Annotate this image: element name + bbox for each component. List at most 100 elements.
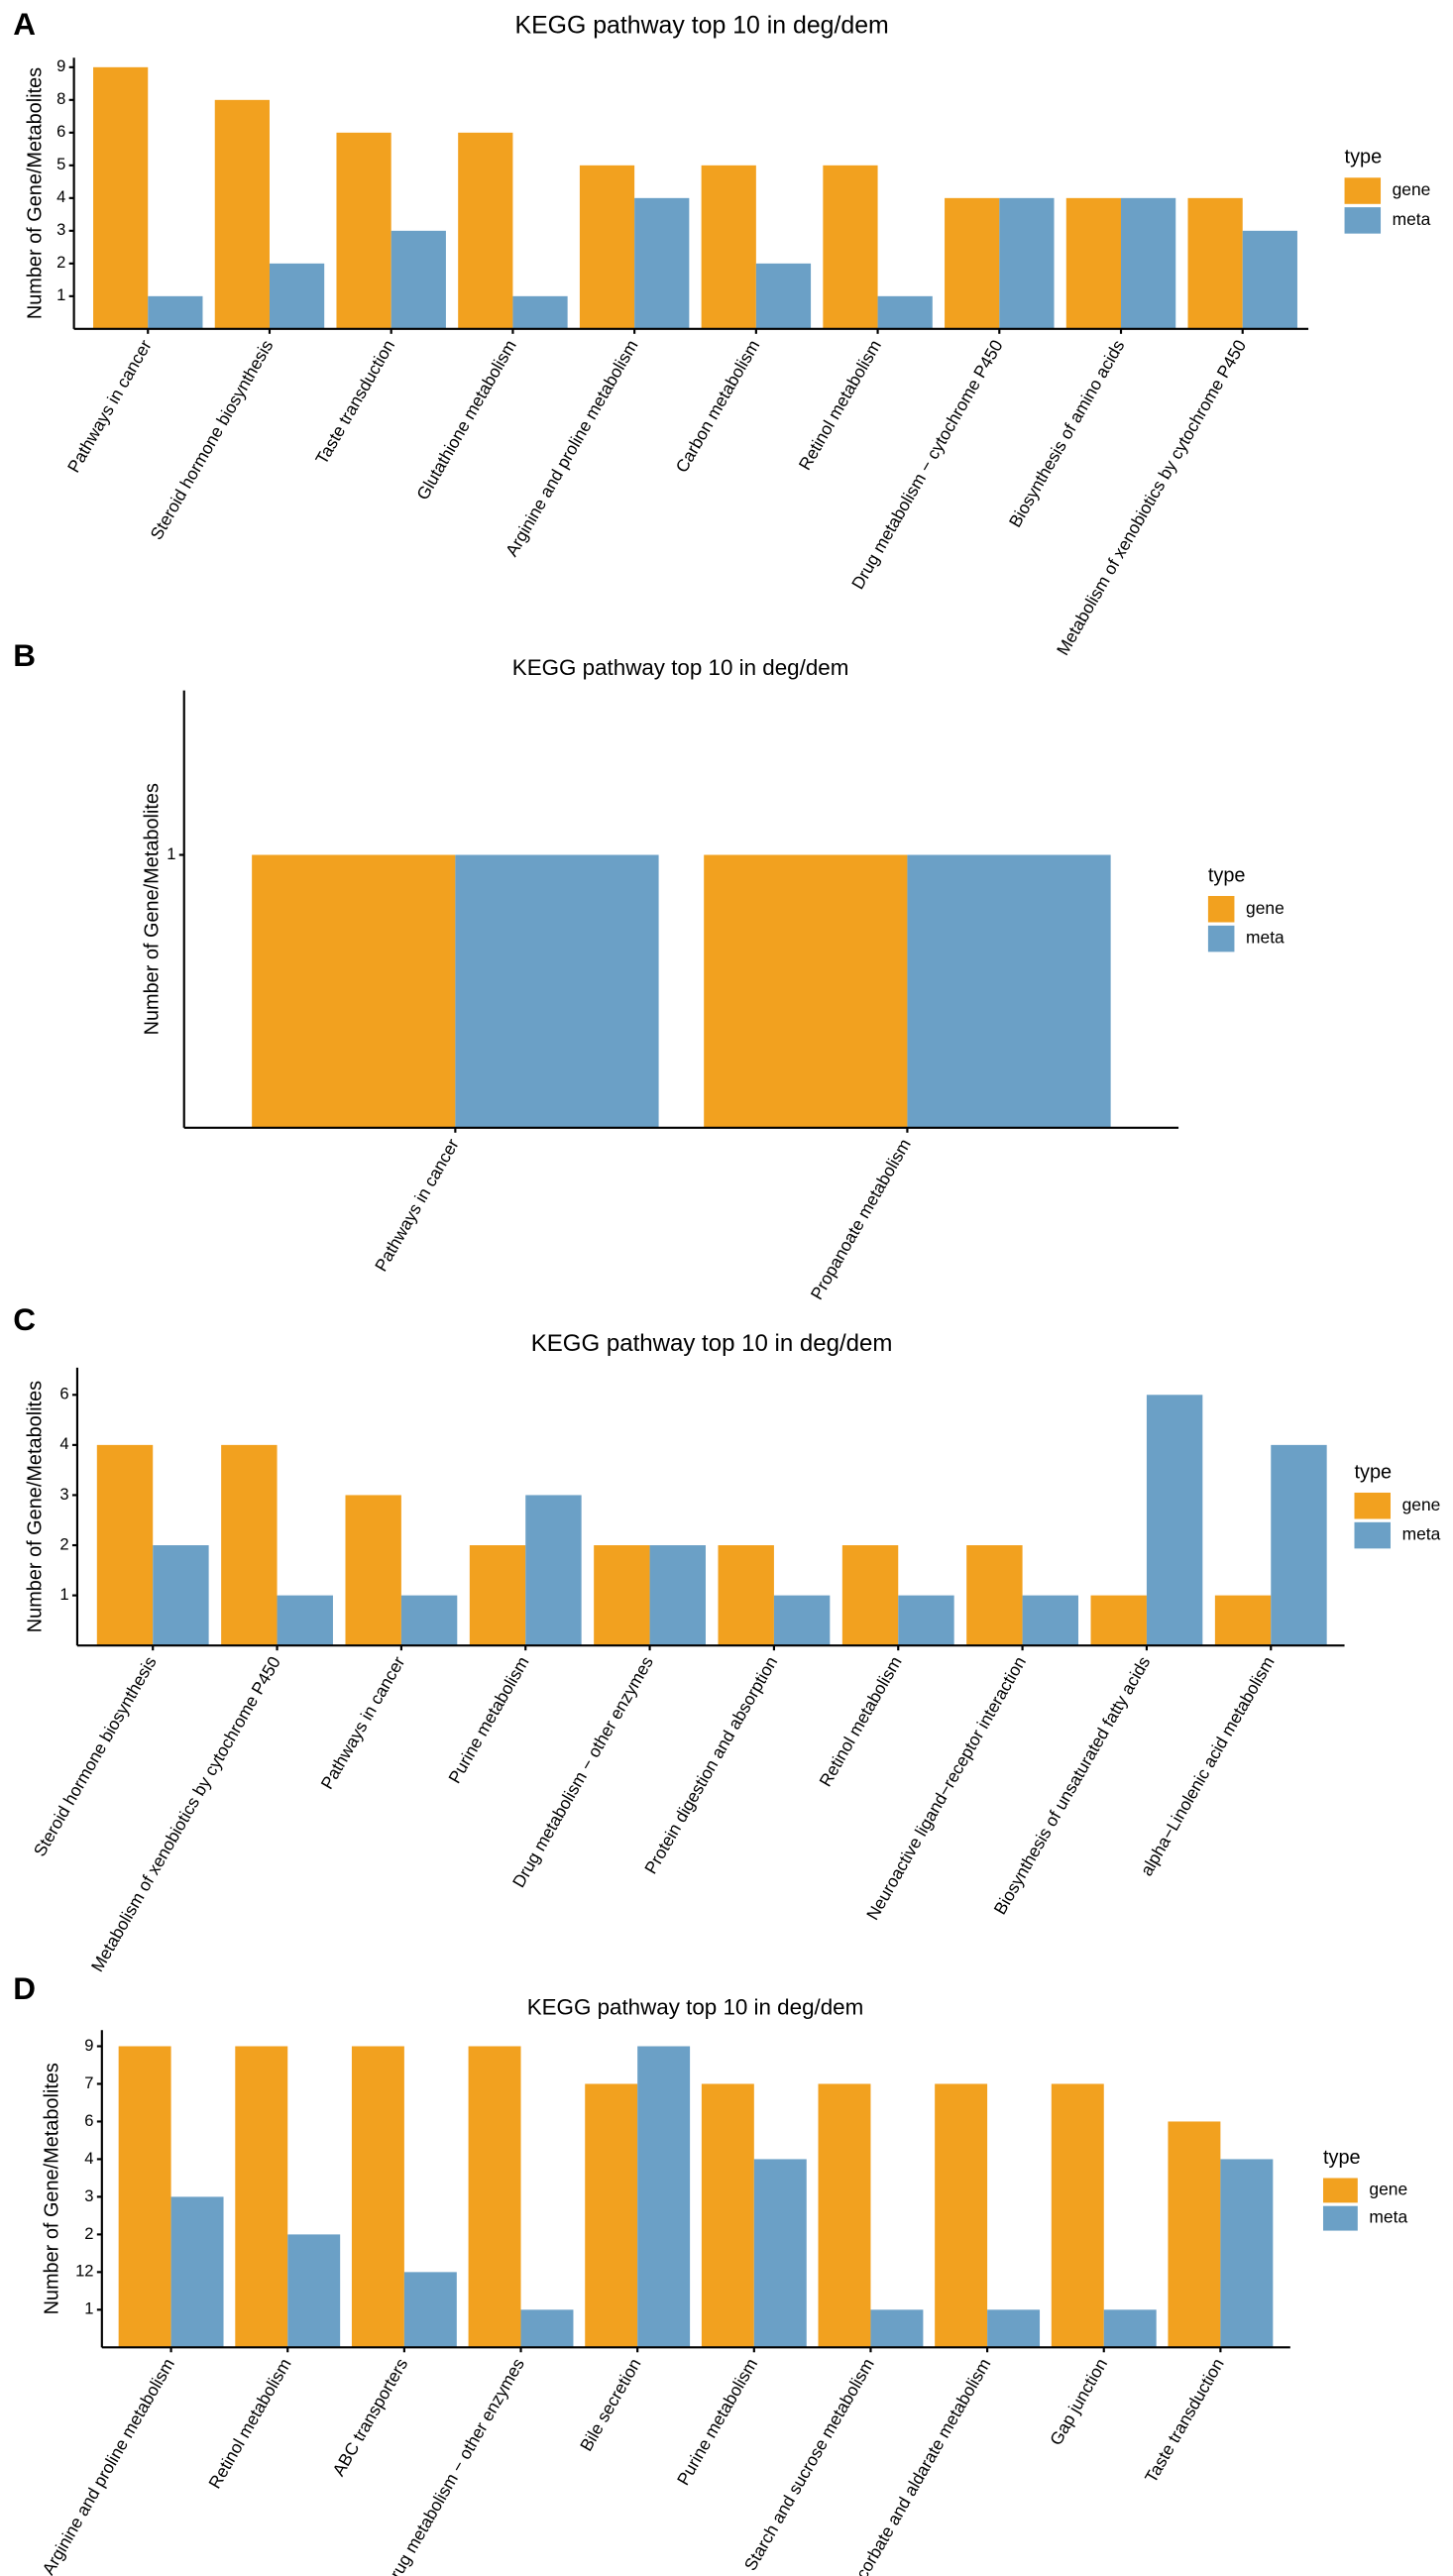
x-tick-label: Pathways in cancer — [317, 1653, 409, 1793]
x-tick-label: Drug metabolism − cytochrome P450 — [847, 336, 1007, 592]
x-tick-label: ABC transporters — [328, 2355, 411, 2480]
x-tick-label: Biosynthesis of amino acids — [1005, 336, 1129, 530]
legend-label: gene — [1402, 1495, 1441, 1514]
legend-swatch — [1207, 895, 1235, 923]
bar — [898, 1595, 954, 1646]
bar — [907, 854, 1111, 1128]
bar — [455, 854, 659, 1128]
bar — [945, 197, 1000, 329]
panel-label: C — [13, 1301, 36, 1337]
x-tick-label: Taste transduction — [311, 336, 398, 467]
bar — [525, 1495, 582, 1646]
chart-title: KEGG pathway top 10 in deg/dem — [527, 1995, 864, 2020]
bar — [458, 132, 513, 329]
bar — [594, 1545, 650, 1646]
bar — [93, 66, 149, 329]
bar — [468, 2046, 521, 2348]
x-tick-label: alpha−Linolenic acid metabolism — [1136, 1653, 1278, 1879]
y-tick-label: 1 — [167, 844, 175, 863]
bar — [391, 230, 446, 329]
legend-swatch — [1322, 2178, 1358, 2203]
panel-label: D — [13, 1970, 36, 2006]
legend-label: meta — [1393, 209, 1431, 229]
y-tick-label: 3 — [84, 2186, 93, 2205]
bar — [345, 1495, 401, 1646]
x-tick-label: Taste transduction — [1141, 2355, 1228, 2486]
legend-swatch — [1207, 925, 1235, 952]
bar — [96, 1444, 154, 1646]
bar — [469, 1545, 526, 1646]
bar — [1271, 1444, 1327, 1646]
bar — [277, 1595, 333, 1646]
x-tick-label: Carbon metabolism — [672, 336, 764, 476]
legend-label: gene — [1393, 179, 1431, 199]
panel-label: B — [13, 637, 36, 673]
bar — [520, 2309, 574, 2348]
y-tick-label: 12 — [75, 2262, 93, 2281]
y-tick-label: 2 — [59, 1534, 68, 1553]
legend-label: gene — [1369, 2180, 1407, 2199]
x-tick-label: Biosynthesis of unsaturated fatty acids — [990, 1653, 1155, 1918]
bar — [400, 1595, 458, 1646]
y-axis-title: Number of Gene/Metabolites — [41, 2063, 62, 2314]
bar — [1065, 197, 1122, 329]
y-tick-label: 6 — [84, 2111, 93, 2130]
bar — [269, 263, 325, 329]
legend-label: meta — [1402, 1524, 1441, 1544]
chart-title: KEGG pathway top 10 in deg/dem — [512, 655, 849, 680]
legend-title: type — [1323, 2147, 1361, 2169]
y-tick-label: 3 — [59, 1485, 68, 1504]
x-tick-label: Arginine and proline metabolism — [38, 2355, 178, 2576]
bar — [287, 2234, 341, 2348]
bar — [637, 2046, 691, 2348]
y-axis-title: Number of Gene/Metabolites — [141, 783, 163, 1035]
chart-title: KEGG pathway top 10 in deg/dem — [514, 11, 888, 39]
legend-label: gene — [1246, 898, 1285, 918]
bar — [1022, 1595, 1078, 1646]
bar — [999, 197, 1055, 329]
bar — [235, 2046, 288, 2348]
bar — [701, 2083, 754, 2348]
bar — [1090, 1595, 1147, 1646]
bar — [512, 295, 568, 329]
x-tick-label: Bile secretion — [576, 2355, 645, 2454]
y-tick-label: 7 — [84, 2073, 93, 2092]
x-tick-label: Purine metabolism — [444, 1653, 532, 1787]
chart-title: KEGG pathway top 10 in deg/dem — [531, 1330, 893, 1357]
x-tick-label: Retinol metabolism — [204, 2355, 294, 2492]
y-tick-label: 3 — [56, 220, 65, 239]
y-tick-label: 6 — [56, 122, 65, 141]
legend-swatch — [1344, 207, 1382, 234]
bar — [773, 1595, 831, 1646]
bar — [1146, 1395, 1203, 1646]
panel-label: A — [13, 6, 36, 42]
x-tick-label: Drug metabolism − other enzymes — [380, 2355, 528, 2576]
bar — [1103, 2309, 1157, 2348]
y-tick-label: 2 — [84, 2224, 93, 2243]
y-tick-label: 8 — [56, 89, 65, 108]
bar — [701, 165, 756, 329]
bar — [585, 2083, 638, 2348]
bar — [153, 1545, 209, 1646]
bar — [841, 1545, 899, 1646]
bar — [1121, 197, 1176, 329]
bar — [718, 1545, 774, 1646]
legend-title: type — [1354, 1461, 1392, 1483]
y-tick-label: 2 — [56, 253, 65, 272]
legend-swatch — [1354, 1492, 1391, 1519]
bar — [649, 1545, 706, 1646]
x-tick-label: Glutathione metabolism — [412, 336, 520, 503]
y-axis-title: Number of Gene/Metabolites — [25, 1381, 47, 1632]
bar — [935, 2083, 988, 2348]
bar — [877, 295, 933, 329]
y-tick-label: 5 — [56, 155, 65, 173]
legend-title: type — [1208, 864, 1246, 886]
bar — [351, 2046, 404, 2348]
bar — [1220, 2159, 1274, 2348]
bar — [755, 263, 812, 329]
y-axis-title: Number of Gene/Metabolites — [25, 67, 47, 319]
bar — [221, 1444, 278, 1646]
bar — [870, 2309, 924, 2348]
x-tick-label: Pathways in cancer — [63, 336, 156, 476]
